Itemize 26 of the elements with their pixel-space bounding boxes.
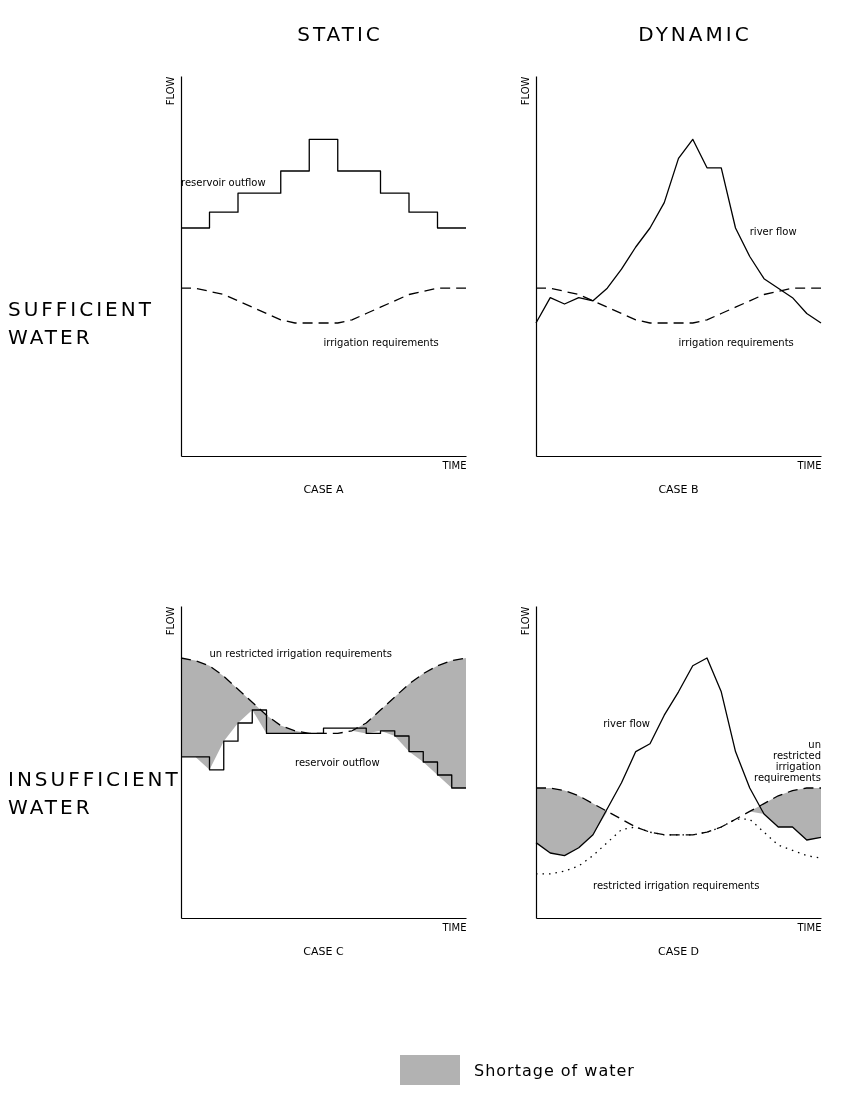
x-axis-title: TIME [441,459,467,471]
series-label: reservoir outflow [181,177,266,188]
series-label: river flow [749,225,797,237]
x-axis-title: TIME [796,459,822,471]
text: INSUFFICIENT WATER [8,766,182,821]
text: Shortage of water [474,1060,635,1080]
series-label: river flow [603,717,650,729]
series-label: un restricted irrigation requirements [754,739,821,783]
series-label: irrigation requirements [678,337,794,348]
text: DYNAMIC [637,22,753,46]
series-label: un restricted irrigation requirements [209,647,392,659]
y-axis-title: FLOW [519,606,531,636]
text: CASE A [303,483,345,496]
series-label: restricted irrigation requirements [593,879,760,891]
text: reservoir outflow [295,757,380,769]
series-label: irrigation requirements [323,337,439,348]
y-axis-title: FLOW [164,76,176,106]
x-axis-title: TIME [441,921,467,933]
x-axis-title: TIME [796,921,822,933]
text: CASE C [303,945,344,958]
text: CASE D [657,945,700,958]
text: SUFFICIENT WATER [8,296,155,351]
y-axis-title: FLOW [164,606,176,636]
text: CASE B [658,483,699,496]
text: STATIC [296,22,384,46]
y-axis-title: FLOW [519,76,531,106]
